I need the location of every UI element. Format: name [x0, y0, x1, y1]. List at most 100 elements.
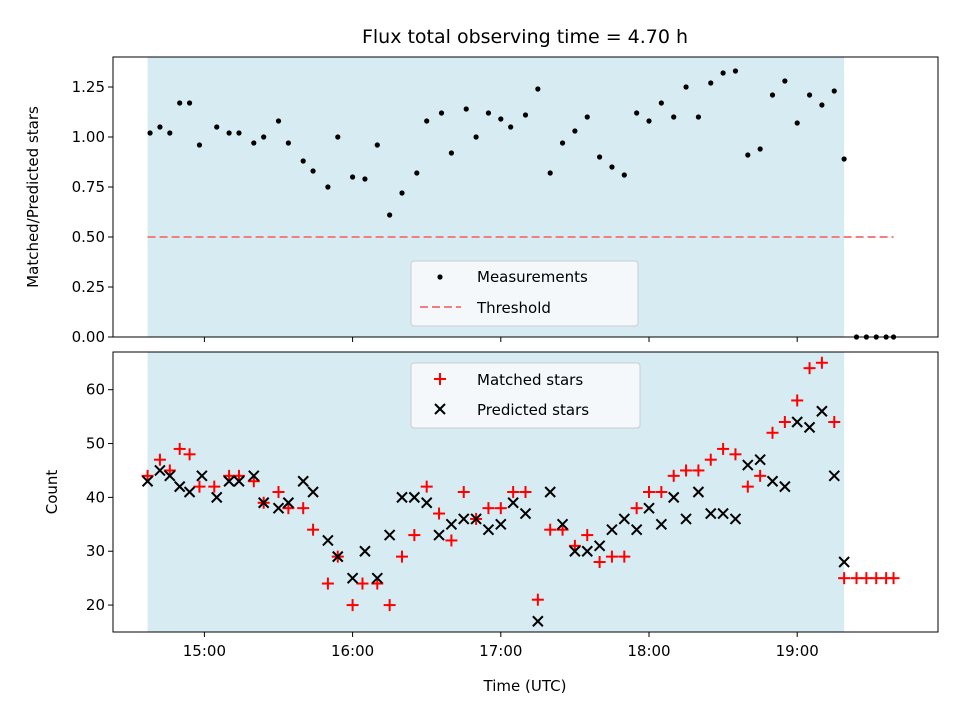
predicted-star-point: [618, 513, 631, 525]
top-x-ticks: [203, 337, 798, 342]
predicted-star-point: [233, 475, 245, 487]
matched-star-point: [208, 480, 221, 493]
y-tick-label: 0.75: [72, 178, 105, 196]
legend-label-matched: Matched stars: [477, 371, 583, 389]
measurement-point: [819, 102, 825, 108]
predicted-star-point: [507, 497, 519, 509]
measurement-point: [374, 142, 380, 148]
measurement-point: [196, 142, 203, 148]
predicted-star-point: [838, 556, 850, 568]
matched-star-point: [630, 502, 643, 515]
matched-star-point: [704, 453, 717, 466]
predicted-star-point: [154, 464, 166, 477]
matched-star-point: [803, 362, 816, 375]
measurement-point: [646, 118, 652, 124]
measurement-point: [584, 114, 590, 120]
measurement-point: [559, 140, 566, 146]
predicted-star-point: [371, 572, 384, 584]
top-legend-box: [410, 260, 639, 327]
y-tick-label: 30: [86, 542, 105, 560]
measurement-point: [572, 128, 578, 134]
predicted-star-point: [581, 545, 593, 557]
matched-star-point: [507, 486, 520, 498]
matched-star-point: [887, 572, 900, 585]
matched-star-point: [729, 448, 742, 461]
top-legend: Measurements Threshold: [410, 260, 639, 327]
predicted-star-point: [754, 453, 766, 466]
predicted-star-point: [680, 513, 692, 525]
predicted-star-point: [729, 513, 742, 525]
measurement-point: [236, 130, 242, 136]
matched-star-point: [766, 426, 779, 439]
predicted-star-point: [606, 523, 618, 536]
predicted-star-point: [359, 545, 371, 557]
measurement-point: [522, 112, 529, 118]
measurement-point: [300, 158, 306, 164]
predicted-star-point: [173, 480, 186, 493]
predicted-star-point: [791, 416, 803, 428]
bottom-legend: Matched stars Predicted stars: [410, 362, 641, 429]
predicted-star-point: [692, 486, 705, 498]
predicted-star-point: [828, 470, 840, 482]
x-axis-label: Time (UTC): [483, 677, 567, 695]
y-tick-label: 60: [86, 381, 105, 399]
matched-star-point: [544, 523, 557, 536]
measurement-point: [485, 110, 492, 116]
matched-star-point: [272, 486, 285, 498]
measurement-point: [782, 78, 788, 84]
measurement-point: [438, 110, 445, 116]
measurement-point: [621, 172, 627, 178]
matched-star-point: [321, 577, 334, 590]
measurement-point: [695, 114, 702, 120]
measurement-point: [535, 86, 541, 92]
predicted-star-point: [544, 486, 556, 498]
measurement-point: [362, 176, 368, 182]
measurement-point: [147, 130, 153, 136]
predicted-star-point: [141, 475, 154, 487]
legend-label-predicted: Predicted stars: [477, 401, 589, 419]
predicted-star-point: [816, 405, 828, 417]
predicted-star-point: [282, 497, 295, 509]
predicted-star-point: [383, 529, 396, 541]
measurement-point: [547, 170, 553, 176]
predicted-star-point: [420, 497, 433, 509]
predicted-star-point: [643, 502, 655, 514]
measurement-point: [349, 174, 356, 180]
matched-star-point: [408, 529, 421, 542]
matched-star-point: [193, 480, 206, 493]
measurement-point: [261, 134, 267, 140]
measurement-point: [387, 212, 393, 218]
measurement-point: [609, 164, 615, 170]
predicted-star-point: [248, 470, 260, 482]
measurement-point: [325, 184, 331, 190]
measurement-point: [167, 130, 173, 136]
predicted-star-point: [495, 518, 507, 531]
legend-label-measurements: Measurements: [477, 268, 588, 286]
matched-star-point: [395, 550, 408, 563]
top-axes-frame: [112, 56, 939, 338]
matched-star-point: [778, 416, 791, 428]
predicted-star-point: [593, 540, 606, 552]
predicted-star-point: [257, 497, 270, 509]
matched-star-point: [457, 486, 470, 498]
y-tick-label: 40: [86, 488, 105, 506]
predicted-star-point: [164, 470, 176, 482]
matched-star-point: [815, 356, 828, 369]
matched-star-point: [667, 469, 680, 482]
predicted-star-points: [141, 405, 850, 627]
x-tick-label: 16:00: [331, 642, 374, 660]
predicted-star-point: [655, 518, 668, 531]
matched-star-point: [346, 599, 359, 612]
x-tick-label: 17:00: [479, 642, 522, 660]
top-y-axis-label: Matched/Predicted stars: [24, 106, 42, 288]
measurement-point: [157, 124, 163, 130]
matched-star-point: [828, 416, 841, 428]
measurement-point: [841, 156, 847, 162]
bottom-axes-frame: [112, 351, 939, 633]
predicted-star-point: [482, 523, 495, 536]
measurement-point: [399, 190, 405, 196]
matched-star-point: [420, 480, 433, 493]
bottom-x-ticks: 15:00 16:00 17:00 18:00 19:00: [183, 632, 819, 660]
y-tick-label: 1.00: [72, 128, 105, 146]
matched-star-point: [519, 486, 532, 498]
